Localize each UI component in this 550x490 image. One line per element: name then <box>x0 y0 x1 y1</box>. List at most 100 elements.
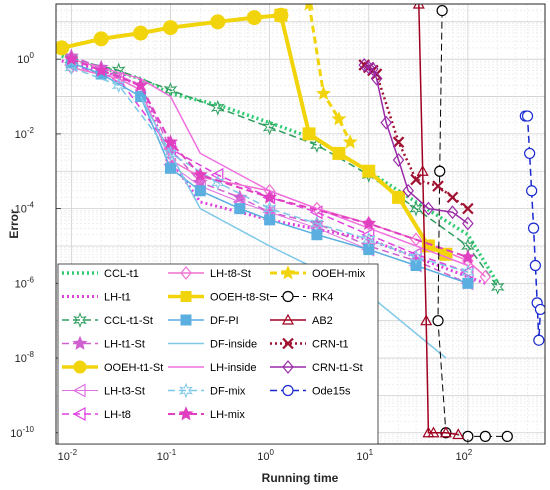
series-line <box>418 4 459 436</box>
data-point <box>282 360 294 374</box>
data-point <box>521 110 534 122</box>
data-point <box>72 383 86 398</box>
data-point <box>529 259 541 272</box>
data-point <box>179 382 193 399</box>
data-point <box>439 426 452 438</box>
data-point <box>432 180 444 192</box>
legend-entry: DF-inside <box>168 339 257 351</box>
legend-entry: LH-t8 <box>62 406 131 422</box>
series-line <box>139 96 447 359</box>
data-point <box>392 190 406 204</box>
legend-entry: Ode15s <box>270 384 351 398</box>
data-point <box>460 264 475 281</box>
series-ccl-t1 <box>61 54 500 285</box>
data-point <box>410 173 422 186</box>
data-point <box>412 4 425 9</box>
data-point <box>526 185 538 197</box>
legend-label: Ode15s <box>312 386 351 398</box>
legend-label: DF-mix <box>210 386 246 398</box>
data-point <box>282 337 294 350</box>
data-point <box>367 61 379 76</box>
data-point <box>370 71 383 86</box>
data-point <box>180 314 192 326</box>
data-point <box>452 428 465 440</box>
series-ccl-t1-st <box>64 51 505 295</box>
data-point <box>64 59 79 76</box>
legend: CCL-t1 LH-t1 CCL-t1-St LH-t1-St OOEH-t1-St LH… <box>57 263 379 445</box>
legend-label: DF-PI <box>210 315 239 327</box>
data-point <box>133 77 149 92</box>
data-point <box>342 134 358 149</box>
series-ooeh-mix <box>304 4 358 149</box>
series-line <box>61 59 486 285</box>
series-lh-t1 <box>61 59 486 285</box>
data-point <box>111 77 126 94</box>
series-line <box>71 66 469 273</box>
x-axis-label: Running time <box>262 471 339 485</box>
series-layer <box>56 4 545 442</box>
series-df-inside <box>139 96 447 359</box>
series-ooeh-t8-st <box>274 8 453 261</box>
data-point <box>410 260 422 272</box>
data-point <box>281 313 295 325</box>
data-point <box>180 291 192 302</box>
legend-label: CRN-t1 <box>312 339 349 351</box>
legend-box <box>57 263 379 445</box>
data-point <box>210 99 225 116</box>
data-point <box>392 136 405 148</box>
legend-label: DF-inside <box>210 339 257 351</box>
legend-label: LH-t1 <box>104 292 131 304</box>
legend-label: OOEH-t8-St <box>210 292 269 304</box>
legend-label: RK4 <box>312 292 333 304</box>
data-point <box>361 231 376 248</box>
legend-entry: LH-t8-St <box>168 266 251 280</box>
data-point <box>234 203 246 215</box>
data-point <box>402 183 414 198</box>
data-point <box>282 290 294 303</box>
data-point <box>316 85 331 100</box>
legend-label: LH-t1-St <box>104 339 145 351</box>
legend-label: CCL-t1 <box>104 268 139 280</box>
legend-entry: LH-inside <box>168 362 256 374</box>
data-point <box>302 127 316 141</box>
data-point <box>446 205 459 220</box>
data-point <box>416 165 429 176</box>
series-ode15s <box>519 110 545 346</box>
legend-entry: LH-mix <box>168 406 245 421</box>
legend-items: CCL-t1 LH-t1 CCL-t1-St LH-t1-St OOEH-t1-St LH… <box>62 265 366 422</box>
legend-entry: CRN-t1 <box>270 337 349 351</box>
series-line <box>61 54 500 285</box>
legend-label: CCL-t1-St <box>104 315 153 327</box>
data-point <box>72 406 86 422</box>
y-axis-label: Error <box>7 209 21 239</box>
data-point <box>332 146 346 160</box>
legend-entry: RK4 <box>270 290 333 304</box>
legend-label: LH-t8-St <box>210 268 251 280</box>
data-point <box>432 315 444 327</box>
data-point <box>380 115 392 130</box>
legend-entry: DF-mix <box>168 382 246 399</box>
data-point <box>73 312 87 328</box>
data-point <box>194 185 206 197</box>
data-point <box>331 111 347 126</box>
data-point <box>246 10 262 26</box>
data-point <box>280 265 296 280</box>
legend-entry: LH-t1 <box>62 292 131 304</box>
series-line <box>307 4 352 143</box>
data-point <box>180 266 192 280</box>
series-df-mix <box>64 59 475 281</box>
data-point <box>434 165 446 177</box>
series-crn-t1-st <box>358 58 474 231</box>
data-point <box>501 430 513 442</box>
data-point <box>72 335 88 350</box>
legend-label: CRN-t1-St <box>312 362 363 374</box>
series-ab2 <box>412 4 465 440</box>
data-point <box>462 216 474 231</box>
legend-entry: CRN-t1-St <box>270 360 363 374</box>
data-point <box>163 145 178 162</box>
data-point <box>479 269 492 284</box>
data-point <box>63 51 79 66</box>
legend-label: OOEH-t1-St <box>104 362 163 374</box>
data-point <box>420 314 433 326</box>
legend-label: OOEH-mix <box>312 268 366 280</box>
